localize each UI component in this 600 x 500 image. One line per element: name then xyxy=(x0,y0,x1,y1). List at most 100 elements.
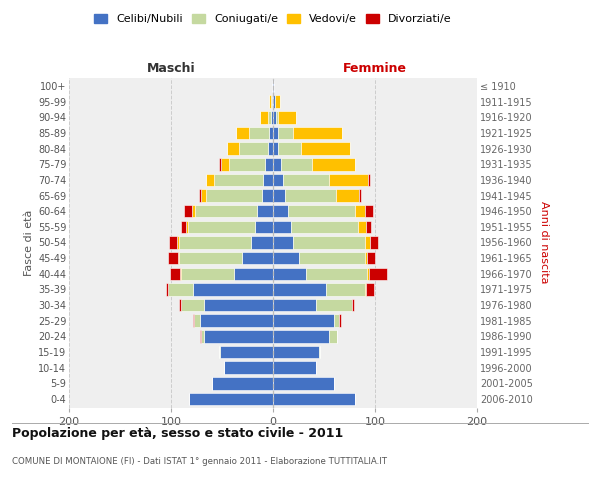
Bar xyxy=(169,236,177,249)
Bar xyxy=(196,205,257,218)
Bar xyxy=(273,205,289,218)
Bar xyxy=(239,142,268,155)
Bar xyxy=(179,299,181,312)
Bar xyxy=(212,377,273,390)
Bar xyxy=(269,127,273,140)
Bar xyxy=(293,236,365,249)
Bar xyxy=(200,314,273,327)
Bar xyxy=(273,80,274,92)
Bar xyxy=(273,283,326,296)
Bar xyxy=(336,190,359,202)
Bar xyxy=(177,236,179,249)
Bar xyxy=(272,96,273,108)
Bar xyxy=(179,252,242,264)
Bar xyxy=(193,314,194,327)
Bar xyxy=(234,268,273,280)
Bar xyxy=(273,346,319,358)
Bar xyxy=(366,283,374,296)
Bar xyxy=(273,158,281,170)
Bar xyxy=(273,377,334,390)
Bar xyxy=(180,268,181,280)
Bar xyxy=(178,252,179,264)
Bar xyxy=(188,220,254,233)
Bar xyxy=(292,220,358,233)
Bar xyxy=(236,127,248,140)
Bar xyxy=(368,174,370,186)
Bar xyxy=(257,205,273,218)
Bar xyxy=(229,158,265,170)
Bar xyxy=(285,190,336,202)
Bar xyxy=(358,220,366,233)
Bar xyxy=(200,190,206,202)
Bar xyxy=(301,142,349,155)
Bar xyxy=(283,174,329,186)
Bar xyxy=(273,268,305,280)
Text: COMUNE DI MONTAIONE (FI) - Dati ISTAT 1° gennaio 2011 - Elaborazione TUTTITALIA.: COMUNE DI MONTAIONE (FI) - Dati ISTAT 1°… xyxy=(12,458,387,466)
Bar xyxy=(367,252,375,264)
Bar xyxy=(352,299,353,312)
Legend: Celibi/Nubili, Coniugati/e, Vedovi/e, Divorziati/e: Celibi/Nubili, Coniugati/e, Vedovi/e, Di… xyxy=(94,14,452,24)
Bar xyxy=(193,205,196,218)
Bar xyxy=(170,268,180,280)
Bar xyxy=(273,314,334,327)
Bar xyxy=(268,111,271,124)
Bar xyxy=(251,236,273,249)
Bar xyxy=(260,111,268,124)
Bar xyxy=(168,252,178,264)
Bar xyxy=(278,142,301,155)
Bar xyxy=(219,158,221,170)
Bar xyxy=(273,174,283,186)
Bar xyxy=(278,127,293,140)
Bar xyxy=(370,236,378,249)
Bar xyxy=(365,283,366,296)
Bar xyxy=(271,96,272,108)
Bar xyxy=(168,283,193,296)
Bar xyxy=(366,220,371,233)
Bar xyxy=(203,330,273,342)
Text: Maschi: Maschi xyxy=(146,62,196,75)
Bar xyxy=(273,362,316,374)
Bar xyxy=(265,158,273,170)
Bar xyxy=(184,205,193,218)
Bar xyxy=(181,268,234,280)
Bar xyxy=(281,158,312,170)
Y-axis label: Fasce di età: Fasce di età xyxy=(23,210,34,276)
Bar xyxy=(273,330,329,342)
Bar xyxy=(273,220,292,233)
Bar xyxy=(194,314,200,327)
Bar xyxy=(326,283,365,296)
Bar xyxy=(355,205,365,218)
Bar xyxy=(254,220,273,233)
Bar xyxy=(369,268,387,280)
Bar xyxy=(263,174,273,186)
Bar xyxy=(200,330,203,342)
Bar xyxy=(273,142,278,155)
Bar xyxy=(293,127,343,140)
Bar xyxy=(312,158,355,170)
Bar xyxy=(278,111,296,124)
Bar xyxy=(227,142,239,155)
Bar xyxy=(316,299,352,312)
Text: Popolazione per età, sesso e stato civile - 2011: Popolazione per età, sesso e stato civil… xyxy=(12,428,343,440)
Bar xyxy=(219,346,220,358)
Bar xyxy=(273,392,355,405)
Bar xyxy=(206,190,262,202)
Bar xyxy=(273,127,278,140)
Text: Femmine: Femmine xyxy=(343,62,407,75)
Bar xyxy=(289,205,355,218)
Bar xyxy=(273,96,275,108)
Bar xyxy=(329,330,337,342)
Bar xyxy=(181,299,203,312)
Bar xyxy=(268,142,273,155)
Bar xyxy=(329,174,368,186)
Bar xyxy=(367,268,369,280)
Bar xyxy=(193,283,273,296)
Bar xyxy=(262,190,273,202)
Bar xyxy=(203,299,273,312)
Bar xyxy=(273,111,276,124)
Bar xyxy=(359,190,361,202)
Bar xyxy=(242,252,273,264)
Bar xyxy=(199,190,200,202)
Bar xyxy=(365,252,367,264)
Bar xyxy=(166,283,168,296)
